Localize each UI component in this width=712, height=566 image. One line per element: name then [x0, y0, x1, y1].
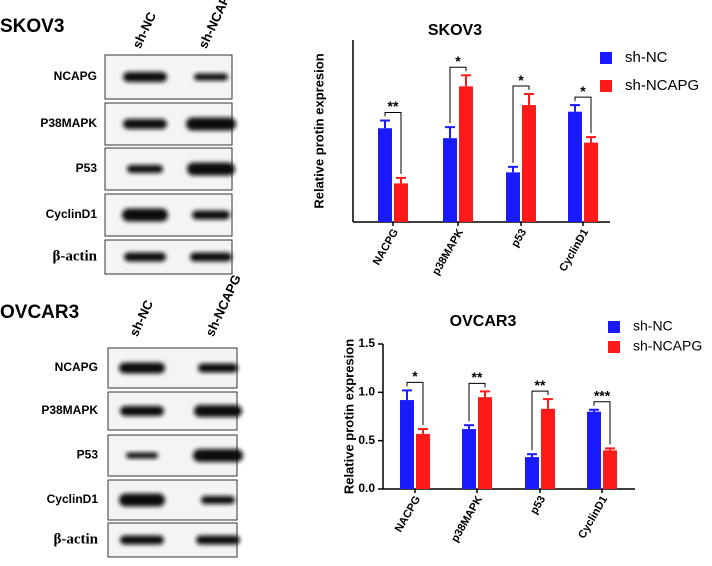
x-tick-label: p53	[528, 494, 548, 516]
lane-label: sh-NCAPG	[202, 272, 244, 339]
band	[123, 72, 167, 82]
cell-line-title: SKOV3	[0, 16, 64, 37]
cell-line-title: OVCAR3	[0, 302, 79, 323]
significance-bracket	[384, 112, 402, 174]
band	[126, 452, 158, 459]
band	[198, 363, 238, 373]
bar	[568, 111, 582, 222]
significance-bracket	[449, 66, 467, 124]
bar	[416, 433, 430, 489]
protein-label: β-actin	[52, 248, 97, 264]
significance-bracket	[574, 96, 592, 134]
significance-label: **	[388, 98, 399, 114]
significance-bracket	[593, 401, 611, 445]
significance-label: **	[535, 377, 546, 393]
bar	[584, 142, 598, 222]
bar	[462, 429, 476, 489]
x-tick-label: NACPG	[371, 227, 401, 267]
legend-label: sh-NCAPG	[633, 338, 702, 354]
protein-label: P38MAPK	[41, 403, 98, 417]
significance-bracket	[406, 381, 424, 426]
band	[201, 496, 235, 504]
bar	[443, 138, 457, 222]
band	[123, 119, 167, 129]
significance-label: **	[472, 369, 483, 385]
bar	[525, 457, 539, 489]
y-tick-label: 1.5	[358, 336, 375, 350]
x-tick-label: CyclinD1	[576, 494, 610, 541]
bar	[587, 411, 601, 489]
legend-swatch	[608, 341, 620, 353]
band	[190, 252, 232, 262]
protein-label: CyclinD1	[46, 207, 98, 221]
protein-label: P38MAPK	[40, 116, 97, 130]
band	[120, 535, 164, 545]
significance-bracket	[531, 390, 549, 451]
legend-label: sh-NC	[633, 318, 673, 334]
bar	[506, 172, 520, 222]
bar	[478, 397, 492, 489]
y-tick-label: 0.0	[358, 481, 375, 495]
protein-label: β-actin	[53, 531, 98, 547]
bar	[603, 450, 617, 489]
legend-label: sh-NC	[625, 49, 668, 66]
protein-label: NCAPG	[55, 360, 98, 374]
protein-label: P53	[76, 161, 98, 175]
legend-swatch	[600, 52, 612, 64]
chart-title: OVCAR3	[450, 313, 517, 330]
x-tick-label: NACPG	[393, 494, 423, 534]
x-tick-label: p38MAPK	[430, 227, 466, 278]
band	[119, 362, 165, 374]
protein-label: P53	[77, 448, 99, 462]
band	[186, 117, 236, 131]
legend-label: sh-NCAPG	[625, 77, 699, 94]
bar	[522, 105, 536, 222]
band	[124, 252, 166, 262]
significance-label: *	[518, 72, 524, 88]
band	[194, 73, 228, 81]
significance-label: *	[580, 83, 586, 99]
legend-swatch	[600, 80, 612, 92]
band	[196, 535, 240, 545]
protein-label: CyclinD1	[47, 492, 99, 506]
significance-bracket	[468, 382, 486, 422]
x-tick-label: p38MAPK	[449, 494, 485, 545]
band	[127, 165, 163, 173]
lane-label: sh-NCAPG	[195, 0, 237, 51]
y-tick-label: 0.5	[358, 433, 375, 447]
y-axis-label: Relative protin expresion	[311, 53, 326, 208]
x-tick-label: p53	[509, 227, 529, 249]
band	[192, 210, 230, 220]
significance-label: *	[455, 53, 461, 69]
bar	[378, 128, 392, 222]
legend-swatch	[608, 321, 620, 333]
band	[193, 449, 243, 462]
y-tick-label: 1.0	[358, 385, 375, 399]
x-tick-label: CyclinD1	[557, 227, 591, 274]
lane-label: sh-NC	[129, 9, 159, 51]
significance-label: ***	[594, 387, 611, 403]
band	[122, 208, 168, 222]
significance-bracket	[512, 85, 530, 163]
bar	[541, 408, 555, 489]
protein-label: NCAPG	[54, 69, 97, 83]
significance-label: *	[412, 368, 418, 384]
band	[119, 493, 165, 507]
y-axis-label: Relative protin expresion	[341, 339, 356, 494]
bar	[400, 400, 414, 489]
bar	[459, 86, 473, 222]
band	[194, 405, 242, 417]
bar	[394, 183, 408, 222]
lane-label: sh-NC	[126, 297, 156, 339]
band	[187, 162, 235, 176]
chart-title: SKOV3	[428, 22, 482, 39]
band	[120, 406, 164, 416]
